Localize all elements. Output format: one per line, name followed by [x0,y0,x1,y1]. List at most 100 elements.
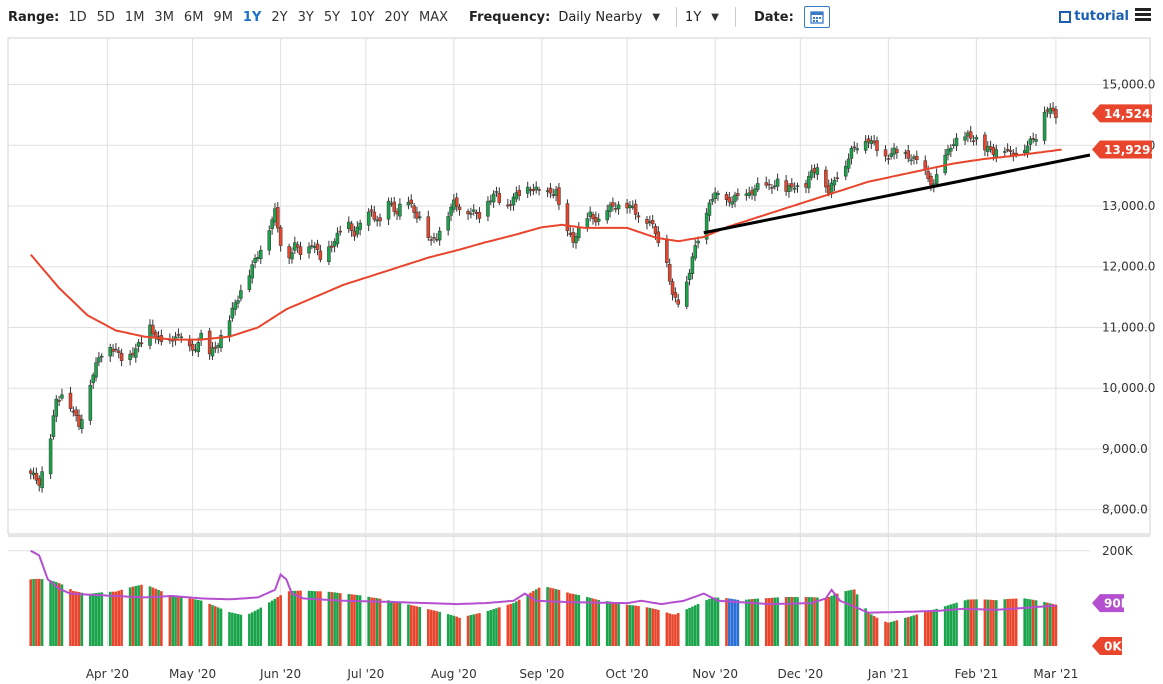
candle-body [591,214,595,219]
volume-bar [128,587,132,646]
volume-bar [270,600,274,646]
volume-bar [696,603,700,646]
volume-bar [89,593,92,646]
candle-body [1042,111,1047,141]
candle-body [437,230,442,241]
volume-bar [319,591,322,646]
y-tick-label: 12,000.0 [1102,260,1155,274]
candle-body [432,237,436,239]
range-button-5d[interactable]: 5D [96,9,115,25]
candle-body [747,192,751,196]
volume-bar [378,598,382,646]
candle-body [148,324,152,346]
volume-bar [509,603,512,646]
frequency-select[interactable]: Daily Nearby [558,9,643,25]
candle-body [565,203,570,232]
candle-body [114,348,118,351]
volume-bar [157,589,160,646]
range-button-3y[interactable]: 3Y [297,9,314,25]
candle-body [784,180,788,192]
range-button-5y[interactable]: 5Y [323,9,341,25]
candle-body [108,346,112,357]
volume-bar [492,609,495,646]
chevron-down-icon[interactable]: ▼ [711,11,719,23]
range-button-1y[interactable]: 1Y [242,9,262,25]
candle-body [809,170,814,178]
volume-bar [57,583,61,646]
last-price-tag-shape [1092,104,1152,123]
volume-bar [489,610,493,646]
candle-body [687,272,692,281]
volume-bar [986,599,990,646]
divider [676,7,678,27]
chevron-down-icon[interactable]: ▼ [652,11,661,23]
volume-bar [517,599,521,646]
volume-bar [472,614,476,646]
volume-bar [966,599,970,646]
range-button-3m[interactable]: 3M [154,9,174,25]
volume-bar [691,606,694,646]
range-button-20y[interactable]: 20Y [384,9,410,25]
candle-body [290,252,294,260]
range-button-1d[interactable]: 1D [68,9,87,25]
candle-body [196,342,201,353]
moving-average-tag-label: 13,929.2 [1104,143,1163,157]
candle-body [28,470,33,474]
range-button-max[interactable]: MAX [419,9,449,25]
calendar-icon[interactable] [803,6,830,28]
volume-bar [196,599,200,646]
volume-bar [844,591,848,646]
volume-bar [750,599,754,646]
moving-average-tag-shape [1092,140,1152,159]
volume-bar [645,607,649,646]
candle-body [253,258,257,263]
range-button-9m[interactable]: 9M [213,9,233,25]
volume-bar [1054,604,1058,646]
volume-bar [935,608,938,646]
volume-bar [557,589,561,646]
candle-body [477,212,482,219]
volume-bar [526,594,530,646]
candle-body [846,158,851,169]
volume-bar [350,594,353,646]
volume-bar [983,599,987,646]
candle-body [863,140,868,151]
candle-body [596,218,601,222]
volume-bar [813,597,816,646]
volume-bar [495,608,498,646]
candle-body [295,244,300,248]
candle-body [392,201,396,212]
range-button-6m[interactable]: 6M [183,9,204,25]
menu-icon[interactable] [1135,8,1151,22]
candle-body [210,347,215,357]
candle-body [318,250,323,260]
x-tick-label: May '20 [169,667,216,681]
candle-body [1014,152,1018,155]
toolbar: Range: 1D 5D 1M 3M 6M 9M 1Y 2Y 3Y 5Y 10Y 20Y MAX Fre… [0,0,1163,34]
volume-bar [1051,604,1055,646]
period-select[interactable]: 1Y [685,9,702,25]
candle-body [849,147,854,159]
volume-bar [568,593,572,646]
range-button-2y[interactable]: 2Y [271,9,288,25]
x-tick-label: Dec '20 [778,667,824,681]
x-tick-label: Oct '20 [606,667,649,681]
candle-body [653,226,658,235]
volume-bar [216,607,220,646]
volume-bar [617,603,620,646]
volume-bar [651,608,654,646]
candle-body [608,204,612,212]
range-button-10y[interactable]: 10Y [350,9,375,25]
range-button-1m[interactable]: 1M [124,9,145,25]
candle-body [1025,145,1030,154]
volume-bar [466,615,470,646]
volume-bar [906,617,910,646]
volume-bar [693,605,697,646]
volume-bar [637,605,640,646]
tutorial-link[interactable]: tutorial [1059,9,1129,24]
candle-body [974,137,979,140]
candle-body [435,238,439,241]
price-chart[interactable]: Apr '20 May '20 Jun '20 Jul '20 Aug '20 Sep '… [0,34,1163,684]
candle-body [119,352,124,361]
candle-body [835,177,839,179]
